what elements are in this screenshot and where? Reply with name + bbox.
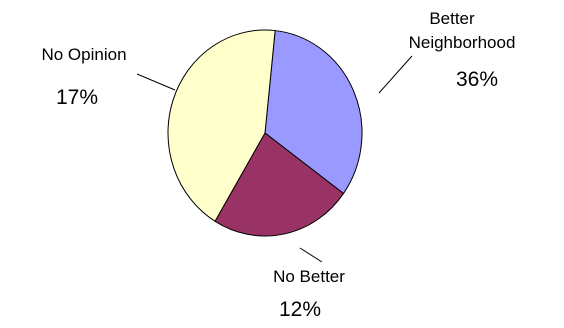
leader-line [299,247,323,263]
pie-slice [167,29,276,222]
pie-slices [167,29,363,237]
pie-slice [264,30,363,195]
leader-line [136,73,176,91]
leader-line [378,55,413,94]
leader-lines [136,55,413,263]
slice-percent-label: 12% [279,298,321,321]
slice-label: Neighborhood [409,33,516,52]
slice-percent-label: 36% [456,68,498,91]
slice-label: No Opinion [41,45,126,64]
pie-slice [214,132,345,237]
slice-label: No Better [273,267,345,286]
slice-percent-label: 17% [56,86,98,109]
slice-label: Better [429,9,475,28]
slice-labels: Better Neighborhood 36% No Better 12% No Opin… [41,9,515,321]
